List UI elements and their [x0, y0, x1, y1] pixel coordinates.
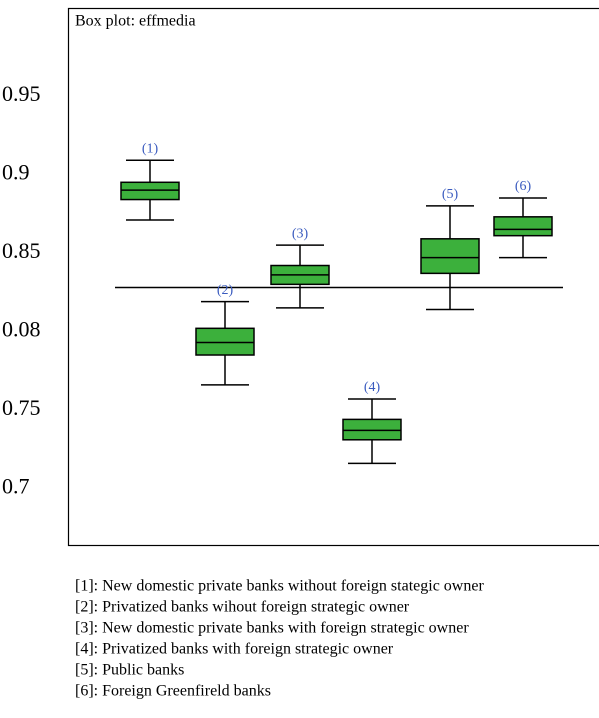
y-tick-label: 0.9 [2, 159, 30, 184]
legend-note: [2]: Privatized banks wihout foreign str… [75, 599, 410, 616]
box [195, 327, 255, 356]
box-label: (4) [364, 380, 381, 395]
box [493, 216, 553, 237]
y-tick-label: 0.08 [2, 317, 41, 342]
box [420, 238, 480, 275]
box-label: (2) [217, 283, 234, 298]
box-label: (1) [142, 142, 159, 157]
legend-note: [5]: Public banks [75, 662, 184, 679]
legend-note: [3]: New domestic private banks with for… [75, 620, 469, 637]
plot-frame [67, 7, 599, 547]
box-label: (3) [292, 226, 309, 241]
legend-note: [4]: Privatized banks with foreign strat… [75, 641, 394, 658]
legend-note: [1]: New domestic private banks without … [75, 578, 484, 595]
box [342, 418, 402, 441]
y-tick-label: 0.7 [2, 474, 30, 499]
y-tick-label: 0.85 [2, 238, 41, 263]
box-label: (6) [515, 179, 532, 194]
legend-note: [6]: Foreign Greenfireld banks [75, 683, 271, 700]
y-tick-label: 0.95 [2, 81, 41, 106]
y-tick-label: 0.75 [2, 395, 41, 420]
box [120, 181, 180, 201]
chart-title: Box plot: effmedia [75, 13, 196, 30]
box-label: (5) [442, 187, 459, 202]
